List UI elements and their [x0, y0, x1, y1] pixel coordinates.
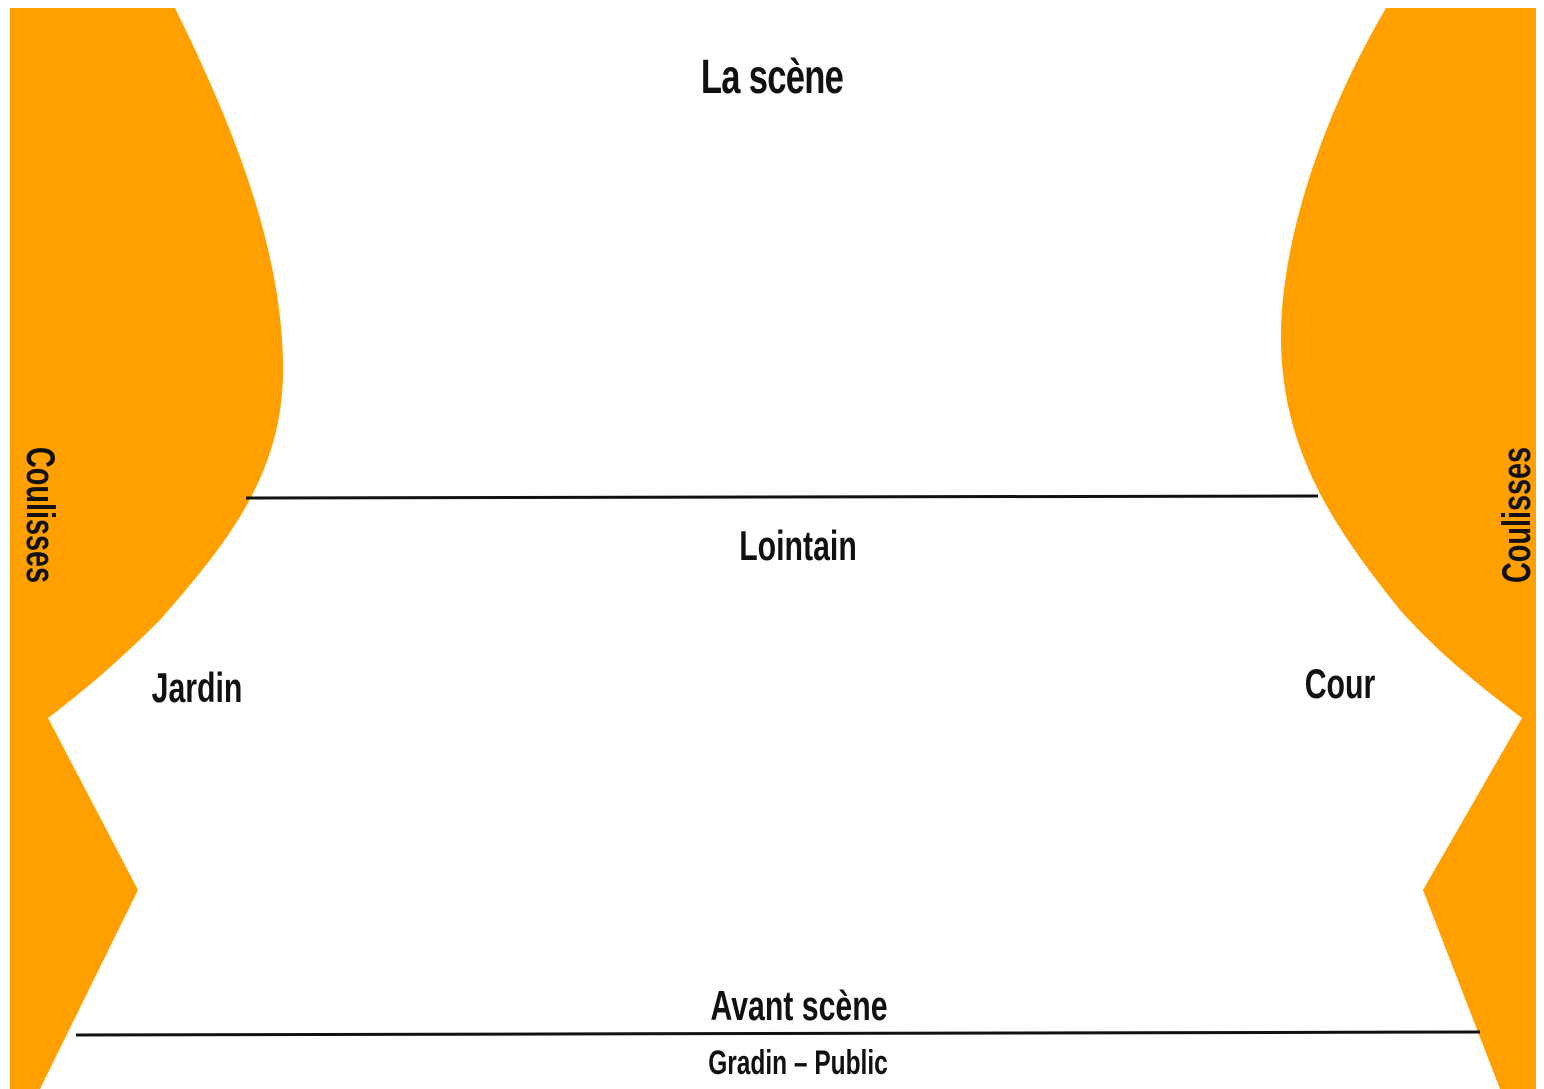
- front-stage-line: [75, 1030, 1481, 1037]
- wing-label-left: Coulisses: [18, 446, 62, 584]
- zone-label-right: Cour: [1304, 660, 1376, 707]
- zone-label-front: Avant scène: [710, 982, 888, 1029]
- zone-label-audience: Gradin – Public: [708, 1044, 888, 1082]
- left-wing-curtain: [10, 8, 284, 1089]
- zone-label-left: Jardin: [151, 664, 243, 711]
- back-stage-line: [245, 494, 1319, 500]
- right-wing-curtain: [1280, 8, 1536, 1089]
- zone-label-back: Lointain: [739, 522, 857, 569]
- diagram-title: La scène: [700, 51, 844, 104]
- wing-label-right: Coulisses: [1495, 446, 1539, 584]
